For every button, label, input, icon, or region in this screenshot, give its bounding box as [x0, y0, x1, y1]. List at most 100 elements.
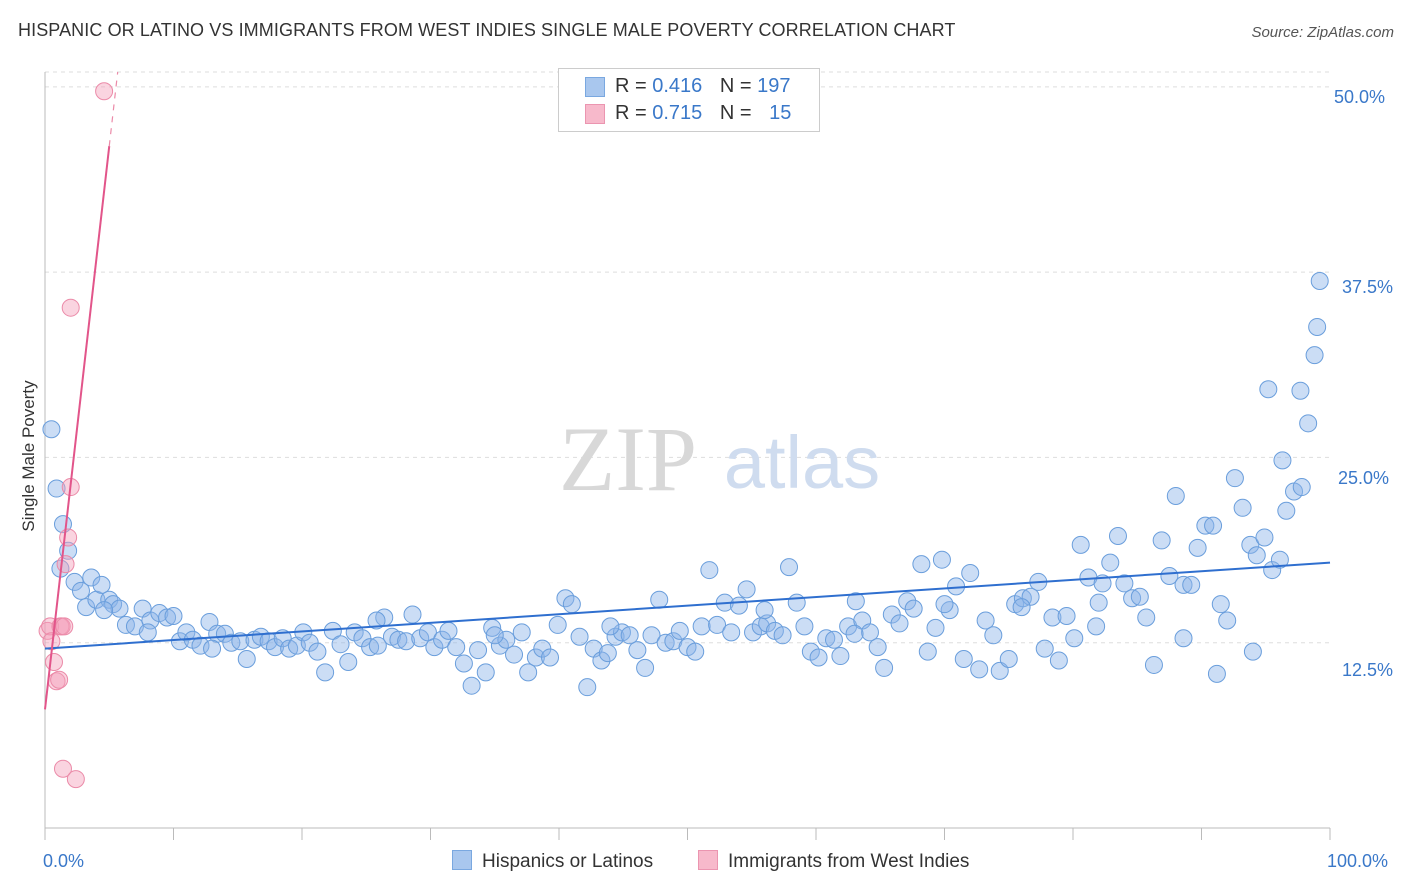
data-point-hispanics: [177, 623, 196, 642]
data-point-hispanics: [650, 590, 669, 609]
data-point-hispanics: [636, 658, 655, 677]
data-point-hispanics: [1174, 629, 1193, 648]
trend-line-west-indies: [44, 146, 111, 710]
data-point-hispanics: [817, 629, 836, 648]
data-point-hispanics: [795, 617, 814, 636]
bottom-legend-west-indies: Immigrants from West Indies: [698, 850, 969, 873]
data-point-west-indies: [56, 555, 75, 574]
y-tick-label: 12.5%: [1342, 660, 1394, 680]
data-point-hispanics: [308, 642, 327, 661]
data-point-hispanics: [497, 630, 516, 649]
data-point-hispanics: [570, 627, 589, 646]
data-point-hispanics: [692, 617, 711, 636]
data-point-hispanics: [203, 639, 222, 658]
data-point-hispanics: [42, 420, 61, 439]
data-point-hispanics: [984, 626, 1003, 645]
data-point-hispanics: [686, 642, 705, 661]
bottom-legend-swatch-pink: [698, 850, 718, 870]
data-point-hispanics: [1130, 587, 1149, 606]
data-point-hispanics: [222, 633, 241, 652]
gridlines: [45, 71, 1330, 644]
data-point-hispanics: [191, 636, 210, 655]
data-point-hispanics: [1241, 535, 1260, 554]
data-point-hispanics: [170, 632, 189, 651]
data-point-west-indies: [53, 759, 72, 778]
data-point-hispanics: [1087, 617, 1106, 636]
data-point-west-indies: [66, 770, 85, 789]
data-point-hispanics: [1247, 546, 1266, 565]
trend-line-hispanics: [44, 561, 1331, 650]
data-point-hispanics: [1065, 629, 1084, 648]
data-point-hispanics: [485, 626, 504, 645]
data-point-hispanics: [164, 607, 183, 626]
data-point-hispanics: [918, 642, 937, 661]
data-point-hispanics: [476, 663, 495, 682]
data-point-hispanics: [339, 652, 358, 671]
legend-r-value: 0.416: [652, 75, 703, 97]
data-point-hispanics: [846, 592, 865, 611]
data-point-hispanics: [1273, 451, 1292, 470]
data-point-hispanics: [1292, 478, 1311, 497]
data-point-hispanics: [926, 618, 945, 637]
legend-n-label: N =: [719, 75, 752, 97]
data-point-hispanics: [809, 648, 828, 667]
data-point-hispanics: [237, 650, 256, 669]
data-point-hispanics: [562, 595, 581, 614]
bottom-legend-hispanics: Hispanics or Latinos: [452, 850, 653, 873]
data-point-hispanics: [1299, 414, 1318, 433]
data-point-west-indies: [44, 652, 63, 671]
data-point-hispanics: [954, 650, 973, 669]
data-point-hispanics: [367, 611, 386, 630]
bottom-legend-swatch-blue: [452, 850, 472, 870]
data-point-hispanics: [1101, 553, 1120, 572]
data-point-hispanics: [77, 598, 96, 617]
data-point-hispanics: [1308, 317, 1327, 336]
data-point-hispanics: [1196, 516, 1215, 535]
data-point-hispanics: [578, 678, 597, 697]
data-point-hispanics: [397, 632, 416, 651]
data-point-hispanics: [1123, 589, 1142, 608]
data-point-hispanics: [1137, 608, 1156, 627]
data-point-hispanics: [875, 658, 894, 677]
data-point-hispanics: [1144, 655, 1163, 674]
data-point-hispanics: [1233, 498, 1252, 517]
data-point-hispanics: [1174, 575, 1193, 594]
data-point-hispanics: [519, 663, 538, 682]
watermark-atlas: atlas: [724, 421, 880, 504]
trend-lines: [44, 71, 1331, 710]
data-point-hispanics: [845, 624, 864, 643]
x-tick-label-max: 100.0%: [1327, 851, 1389, 871]
data-point-hispanics: [368, 636, 387, 655]
data-point-hispanics: [1057, 607, 1076, 626]
data-point-hispanics: [628, 641, 647, 660]
legend-r-label: R =: [615, 75, 647, 97]
data-point-hispanics: [961, 564, 980, 583]
data-point-hispanics: [439, 621, 458, 640]
data-point-hispanics: [1204, 516, 1223, 535]
data-point-hispanics: [71, 581, 90, 600]
data-point-hispanics: [110, 599, 129, 618]
legend-r-label: R =: [615, 102, 647, 124]
data-point-hispanics: [737, 580, 756, 599]
data-point-hispanics: [755, 601, 774, 620]
data-point-hispanics: [1218, 611, 1237, 630]
data-point-hispanics: [904, 599, 923, 618]
data-point-west-indies: [50, 670, 69, 689]
data-point-hispanics: [541, 648, 560, 667]
data-point-hispanics: [1152, 531, 1171, 550]
legend-r-value: 0.715: [652, 102, 703, 124]
data-point-hispanics: [970, 660, 989, 679]
data-point-hispanics: [47, 479, 66, 498]
data-point-hispanics: [601, 617, 620, 636]
data-point-hispanics: [65, 572, 84, 591]
data-point-hispanics: [95, 601, 114, 620]
legend-row-west-indies: R = 0.715 N = 15: [585, 102, 791, 126]
source-label: Source: ZipAtlas.com: [1251, 24, 1394, 41]
data-point-hispanics: [656, 633, 675, 652]
data-point-hispanics: [940, 601, 959, 620]
data-point-west-indies: [61, 298, 80, 317]
data-point-hispanics: [1207, 664, 1226, 683]
data-point-hispanics: [389, 630, 408, 649]
y-tick-label: 50.0%: [1334, 87, 1386, 107]
